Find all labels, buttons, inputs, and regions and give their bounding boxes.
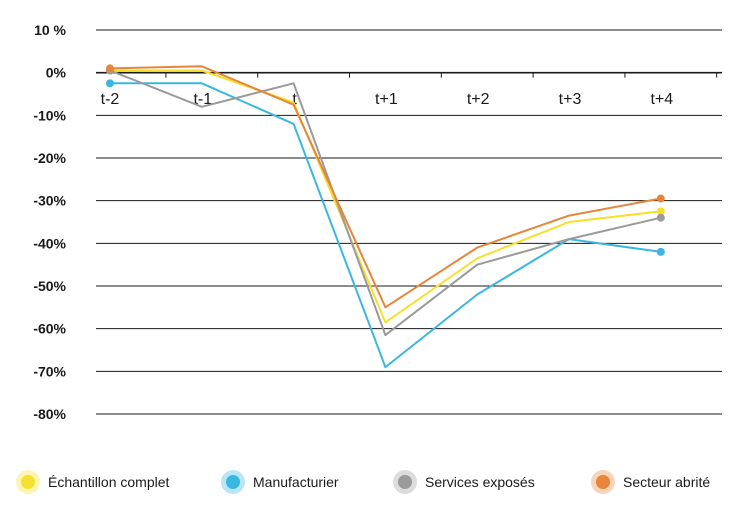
legend-marker bbox=[596, 475, 610, 489]
data-point bbox=[656, 207, 665, 216]
legend-marker bbox=[226, 475, 240, 489]
x-tick-label: t+1 bbox=[375, 91, 398, 108]
legend-item: Services exposés bbox=[393, 470, 535, 494]
legend-label: Services exposés bbox=[425, 474, 535, 490]
legend-item: Secteur abrité bbox=[591, 470, 710, 494]
series-lines bbox=[106, 64, 665, 369]
data-point bbox=[656, 247, 665, 256]
y-tick-label: 10 % bbox=[34, 22, 66, 38]
y-tick-label: -60% bbox=[33, 321, 66, 337]
y-tick-label: -10% bbox=[33, 107, 66, 123]
y-tick-label: -40% bbox=[33, 235, 66, 251]
legend-label: Manufacturier bbox=[253, 474, 339, 490]
x-tick-label: t-1 bbox=[193, 91, 212, 108]
data-point bbox=[656, 213, 665, 222]
x-tick-label: t-2 bbox=[101, 91, 120, 108]
x-tick-label: t+2 bbox=[467, 91, 490, 108]
y-tick-label: -70% bbox=[33, 363, 66, 379]
legend-marker bbox=[398, 475, 412, 489]
x-tick-label: t+3 bbox=[559, 91, 582, 108]
y-axis-tick-labels: 10 % 0% -10% -20% -30% -40% -50% -60% -70% -80% bbox=[33, 22, 66, 422]
y-tick-label: -20% bbox=[33, 150, 66, 166]
legend-marker bbox=[21, 475, 35, 489]
data-point bbox=[656, 194, 665, 203]
legend-label: Secteur abrité bbox=[623, 474, 710, 490]
x-tick-label: t+4 bbox=[650, 91, 673, 108]
y-tick-label: -30% bbox=[33, 193, 66, 209]
legend: Échantillon complet Manufacturier Services… bbox=[16, 470, 710, 494]
series-line bbox=[109, 69, 662, 337]
series-line bbox=[110, 69, 661, 324]
y-tick-label: 0% bbox=[46, 65, 67, 81]
gridlines bbox=[96, 29, 722, 415]
series-line bbox=[110, 82, 661, 369]
series-line bbox=[109, 65, 661, 309]
y-tick-label: -80% bbox=[33, 406, 66, 422]
data-point bbox=[106, 79, 114, 88]
y-tick-label: -50% bbox=[33, 278, 66, 294]
legend-label: Échantillon complet bbox=[48, 474, 170, 490]
legend-item: Échantillon complet bbox=[16, 470, 170, 494]
data-point bbox=[106, 64, 114, 73]
x-axis-tick-labels: t-2 t-1 t t+1 t+2 t+3 t+4 bbox=[101, 91, 674, 108]
x-tick-label: t bbox=[292, 91, 297, 108]
legend-item: Manufacturier bbox=[221, 470, 339, 494]
